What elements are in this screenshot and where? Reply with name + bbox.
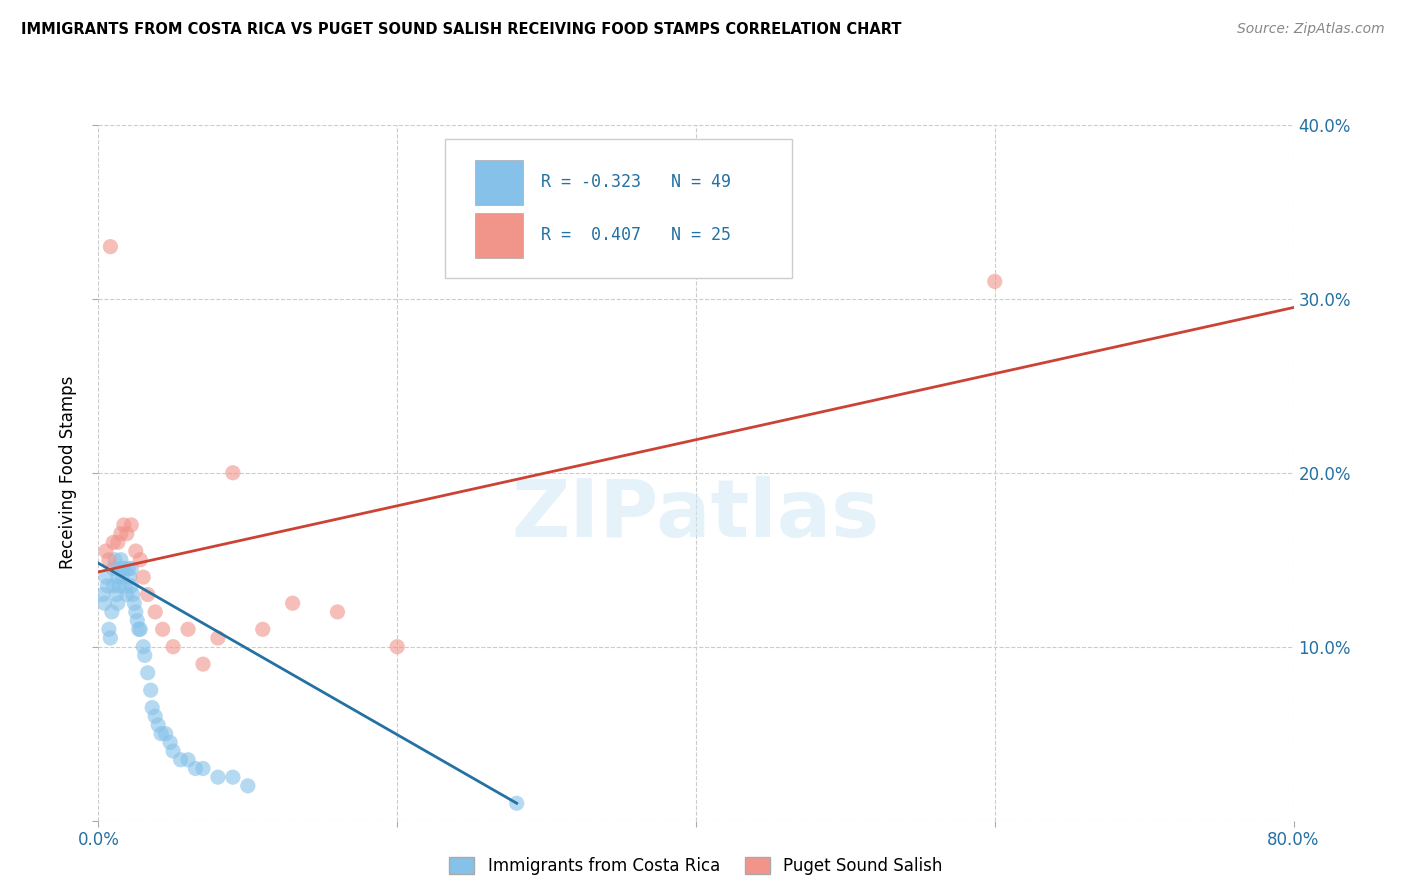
Point <box>236 779 259 793</box>
Point <box>127 614 149 628</box>
Point <box>136 665 159 680</box>
Point <box>105 587 128 601</box>
Point <box>120 517 142 532</box>
Point <box>162 640 184 654</box>
Point <box>107 570 129 584</box>
Point <box>139 683 162 698</box>
Text: Source: ZipAtlas.com: Source: ZipAtlas.com <box>1237 22 1385 37</box>
Point <box>96 579 118 593</box>
Point <box>252 623 274 637</box>
Point <box>93 596 115 610</box>
Point <box>155 726 177 740</box>
Point <box>326 605 349 619</box>
Point <box>108 579 131 593</box>
Point <box>110 552 132 567</box>
Point <box>117 561 139 575</box>
Point <box>94 544 117 558</box>
FancyBboxPatch shape <box>475 213 523 259</box>
Point <box>115 526 138 541</box>
Point <box>97 623 120 637</box>
Point <box>177 623 200 637</box>
Point <box>132 640 155 654</box>
Point <box>148 718 170 732</box>
Point <box>191 761 214 775</box>
Point <box>152 623 174 637</box>
FancyBboxPatch shape <box>475 160 523 205</box>
Point <box>101 605 124 619</box>
Point <box>94 570 117 584</box>
FancyBboxPatch shape <box>444 139 792 278</box>
Point <box>110 526 132 541</box>
Point <box>134 648 156 663</box>
Point <box>143 605 166 619</box>
Point <box>103 579 125 593</box>
Text: IMMIGRANTS FROM COSTA RICA VS PUGET SOUND SALISH RECEIVING FOOD STAMPS CORRELATI: IMMIGRANTS FROM COSTA RICA VS PUGET SOUN… <box>21 22 901 37</box>
Point <box>281 596 304 610</box>
Point <box>184 761 207 775</box>
Point <box>129 623 152 637</box>
Point <box>97 552 120 567</box>
Text: R = -0.323   N = 49: R = -0.323 N = 49 <box>540 173 731 191</box>
Point <box>107 596 129 610</box>
Point <box>107 535 129 549</box>
Point <box>207 631 229 645</box>
Point <box>159 735 181 749</box>
Point <box>100 239 122 253</box>
Text: R =  0.407   N = 25: R = 0.407 N = 25 <box>540 226 731 244</box>
Point <box>162 744 184 758</box>
Point <box>121 587 143 601</box>
Point <box>385 640 409 654</box>
Point <box>110 561 132 575</box>
Point <box>103 561 125 575</box>
Point <box>91 587 114 601</box>
Point <box>222 770 245 784</box>
Point <box>114 579 136 593</box>
Point <box>112 517 135 532</box>
Point <box>191 657 214 671</box>
Point <box>103 535 125 549</box>
Point <box>143 709 166 723</box>
Point <box>169 753 191 767</box>
Point <box>207 770 229 784</box>
Point <box>128 623 150 637</box>
Point <box>112 561 135 575</box>
Text: ZIPatlas: ZIPatlas <box>512 475 880 554</box>
Point <box>124 596 146 610</box>
Point <box>104 552 127 567</box>
Point <box>150 726 173 740</box>
Point <box>506 796 529 810</box>
Point <box>125 544 148 558</box>
Point <box>141 700 163 714</box>
Point <box>120 561 142 575</box>
Point <box>222 466 245 480</box>
Point <box>100 631 122 645</box>
Legend: Immigrants from Costa Rica, Puget Sound Salish: Immigrants from Costa Rica, Puget Sound … <box>443 850 949 882</box>
Point <box>177 753 200 767</box>
Y-axis label: Receiving Food Stamps: Receiving Food Stamps <box>59 376 77 569</box>
Point <box>115 587 138 601</box>
Point <box>120 579 142 593</box>
Point <box>984 274 1007 288</box>
Point <box>129 552 152 567</box>
Point <box>111 570 134 584</box>
Point <box>125 605 148 619</box>
Point <box>132 570 155 584</box>
Point <box>136 587 159 601</box>
Point <box>118 570 141 584</box>
